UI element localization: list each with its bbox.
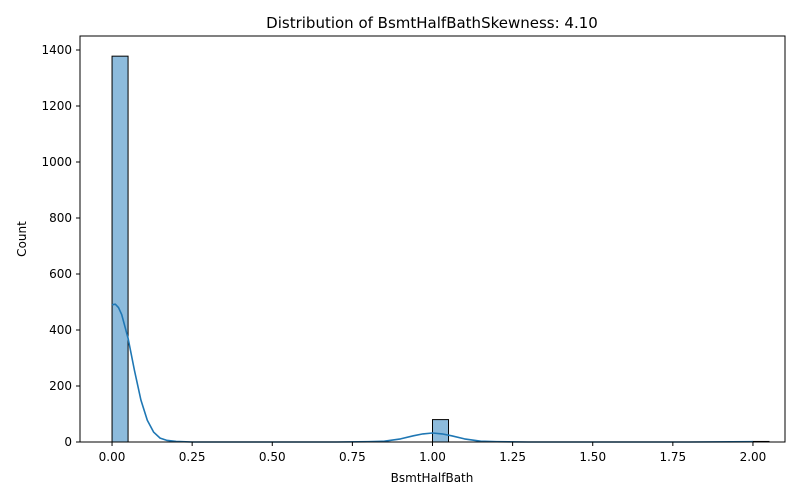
x-tick-label-8: 2.00	[740, 450, 767, 464]
x-tick-label-7: 1.75	[659, 450, 686, 464]
x-tick-label-6: 1.50	[579, 450, 606, 464]
y-tick-label-6: 1200	[41, 99, 72, 113]
plot-frame	[79, 35, 786, 443]
y-tick-label-0: 0	[64, 435, 72, 449]
x-tick-label-0: 0.00	[99, 450, 126, 464]
y-axis-label: Count	[15, 221, 29, 257]
x-tick-label-4: 1.00	[419, 450, 446, 464]
y-tick-label-5: 1000	[41, 155, 72, 169]
y-tick-label-3: 600	[49, 267, 72, 281]
x-axis-label: BsmtHalfBath	[391, 471, 474, 485]
y-tick-label-7: 1400	[41, 43, 72, 57]
histogram-bar-1	[432, 419, 450, 443]
chart-title: Distribution of BsmtHalfBathSkewness: 4.…	[266, 14, 598, 32]
bars-layer	[111, 55, 770, 443]
y-axis: 0 200 400 600 800 1000 1200 1400	[41, 43, 80, 449]
x-tick-label-5: 1.25	[499, 450, 526, 464]
y-tick-label-2: 400	[49, 323, 72, 337]
y-tick-label-1: 200	[49, 379, 72, 393]
x-axis: 0.00 0.25 0.50 0.75 1.00 1.25 1.50 1.75 2.00	[99, 442, 767, 464]
x-tick-label-2: 0.50	[259, 450, 286, 464]
histogram-bar-0	[111, 55, 129, 443]
y-tick-label-4: 800	[49, 211, 72, 225]
x-tick-label-3: 0.75	[339, 450, 366, 464]
x-tick-label-1: 0.25	[179, 450, 206, 464]
